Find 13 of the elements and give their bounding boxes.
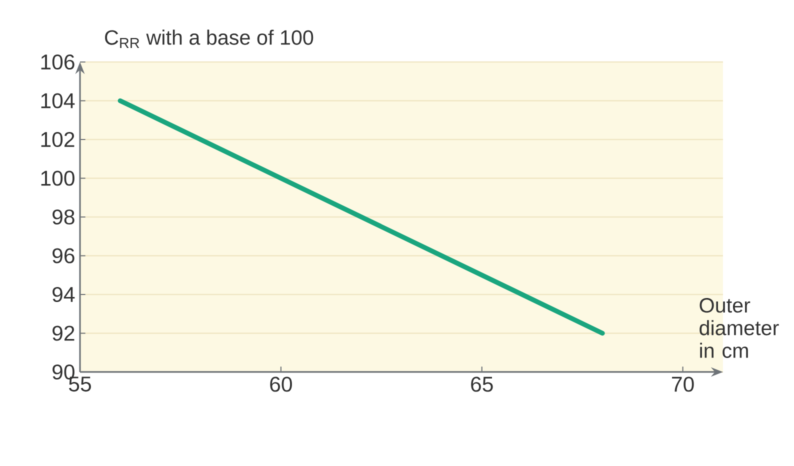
y-tick-label: 104 [41,93,75,108]
y-tick-label: 92 [52,326,74,341]
y-tick-label: 102 [41,132,74,148]
y-axis-title: C$_{RR}$ with a base of 100 [105,30,314,48]
x-tick-label: 65 [471,376,493,392]
y-tick-label: 94 [52,286,75,302]
x-tick-label: 60 [270,376,292,392]
y-tick-label: 98 [52,209,74,225]
y-tick-label: 96 [52,248,74,264]
x-tick-label: 70 [672,376,694,392]
y-tick-label: 106 [41,54,74,70]
y-tick-label: 100 [41,170,74,186]
x-axis-title: Outer diameter in cm [700,298,779,358]
